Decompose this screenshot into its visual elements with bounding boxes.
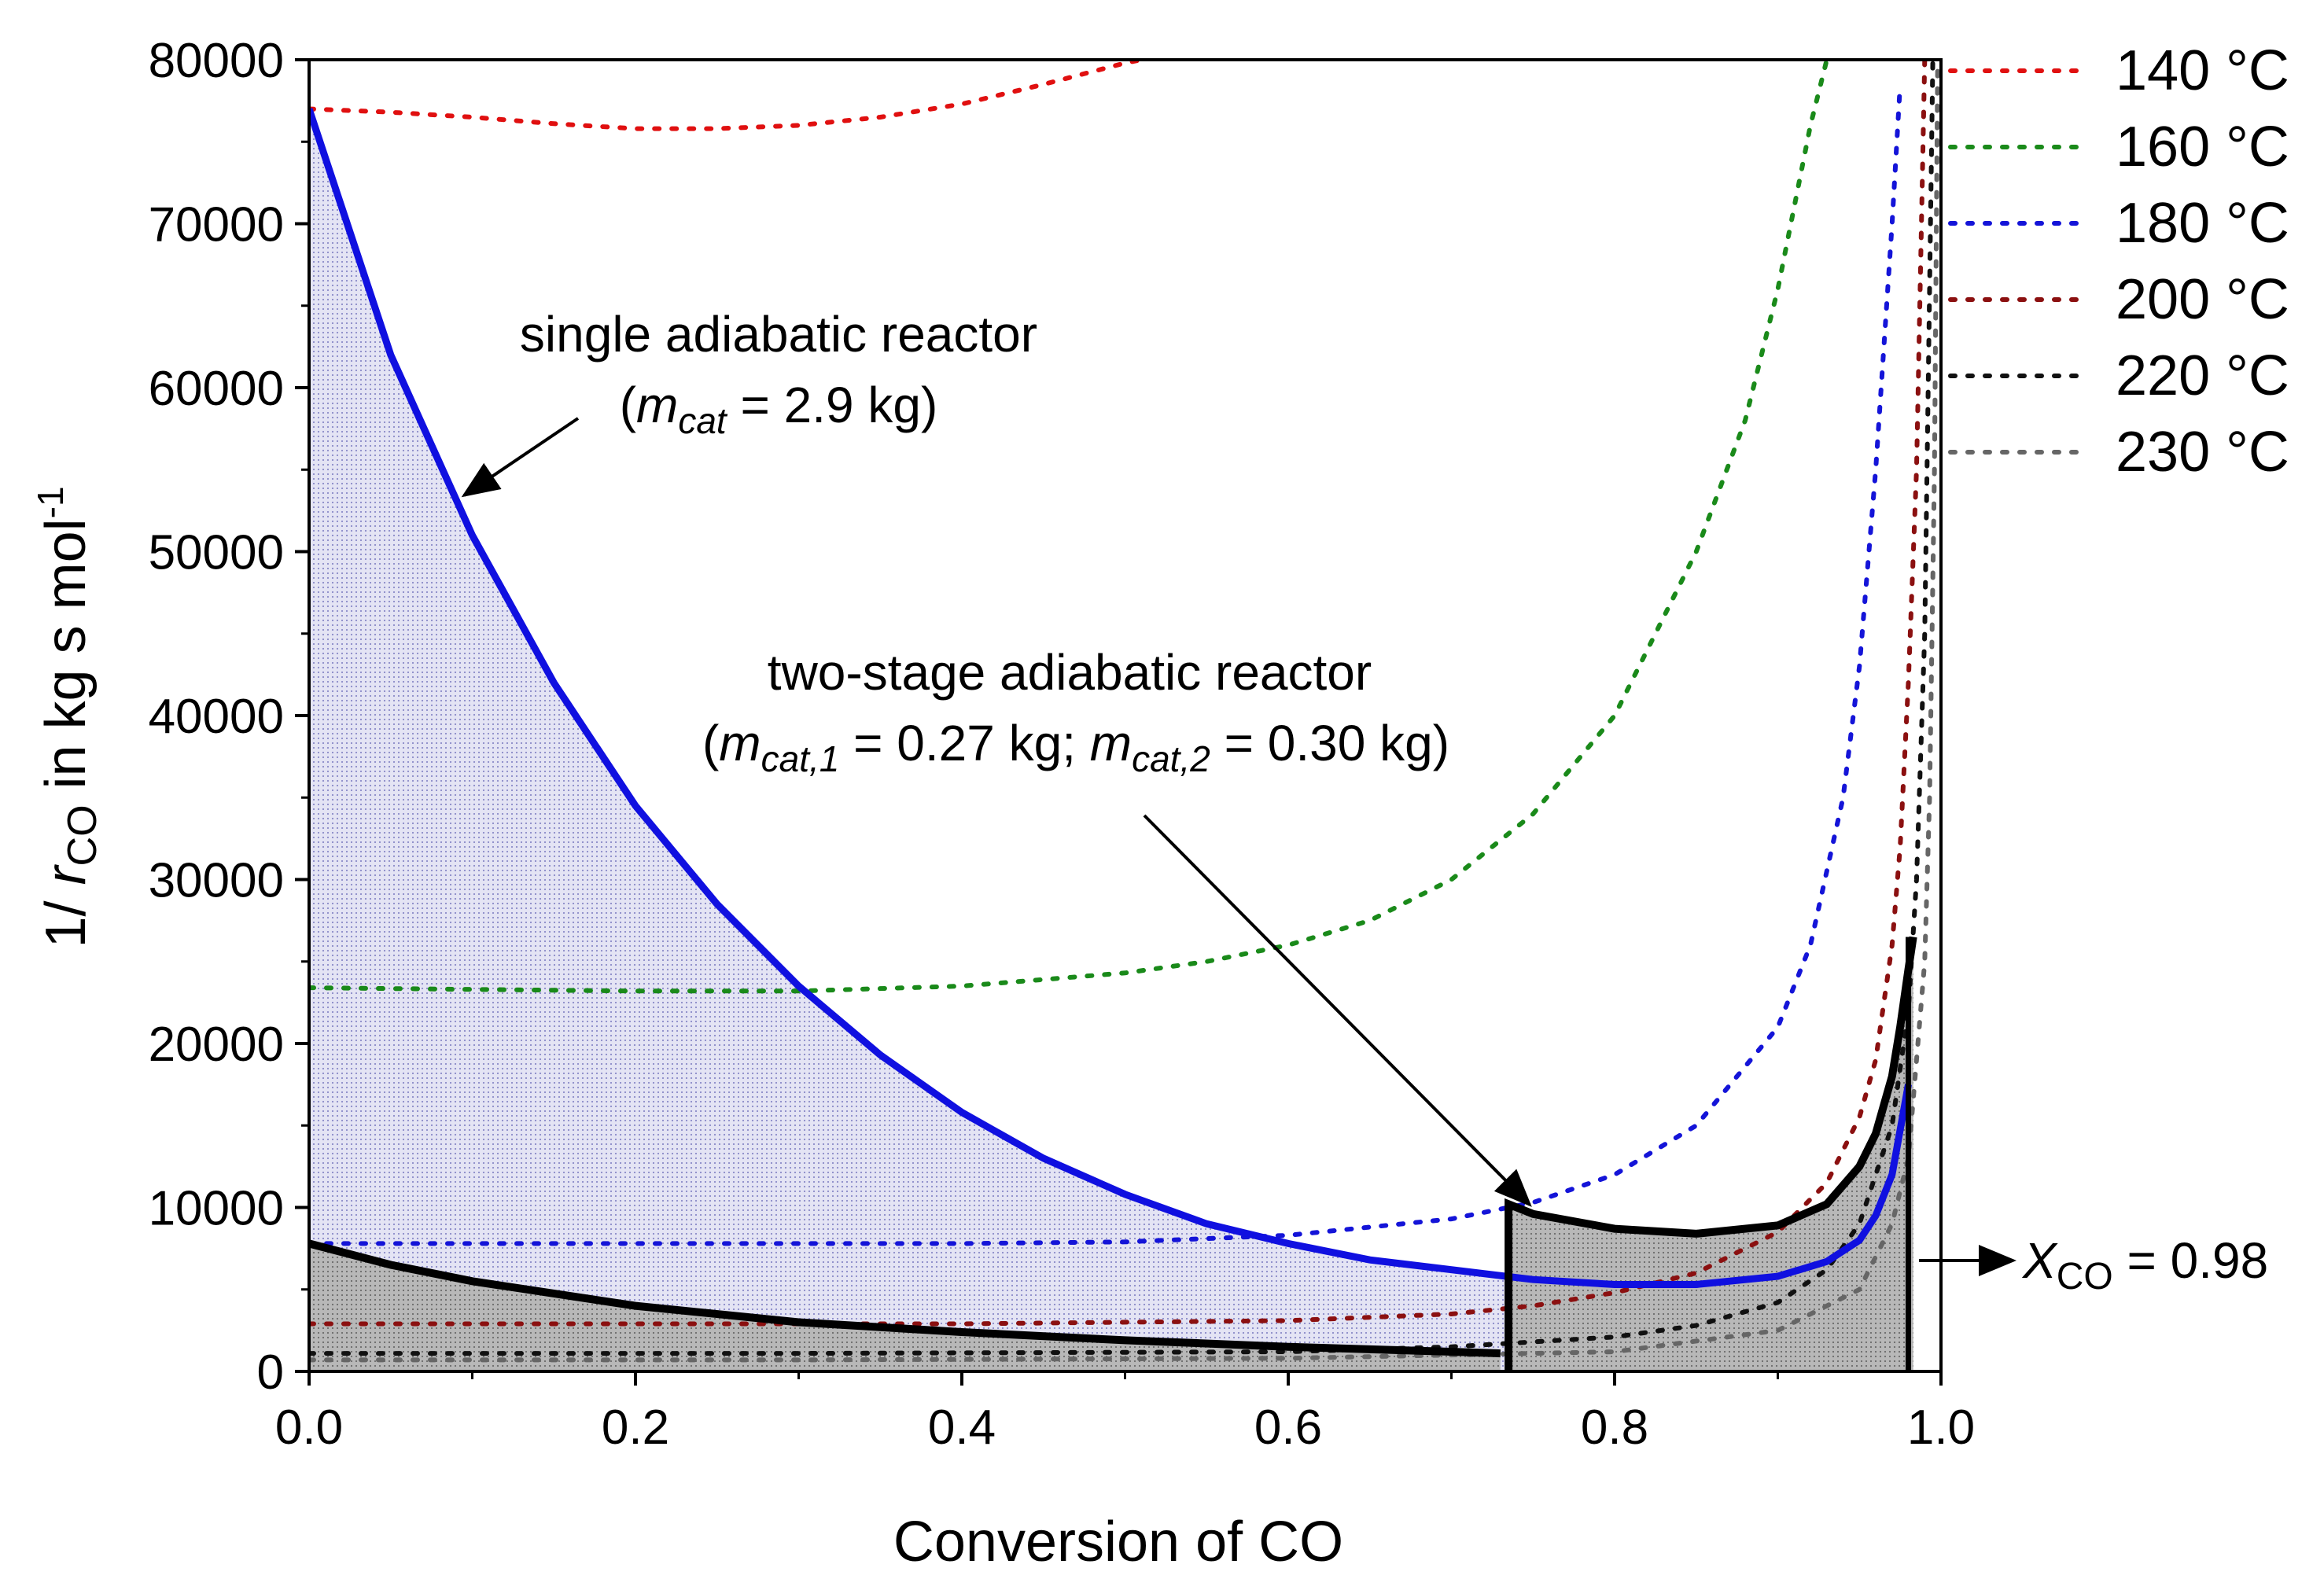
two-stage-area-2 bbox=[1508, 937, 1913, 1371]
two-stage-title: two-stage adiabatic reactor bbox=[768, 644, 1372, 701]
legend-label: 220 °C bbox=[2116, 344, 2289, 407]
legend-label: 140 °C bbox=[2116, 39, 2289, 102]
x-tick-label: 0.4 bbox=[928, 1400, 996, 1455]
isotherm-line bbox=[309, 82, 1903, 1246]
xco-annotation: XCO = 0.98 bbox=[1919, 1232, 2268, 1297]
y-tick-label: 60000 bbox=[149, 362, 284, 416]
single-reactor-arrow bbox=[461, 417, 580, 498]
y-tick-label: 80000 bbox=[149, 34, 284, 88]
x-tick-label: 0.2 bbox=[602, 1400, 669, 1455]
x-tick-label: 0.0 bbox=[275, 1400, 343, 1455]
two-stage-line-1 bbox=[309, 1239, 1501, 1358]
y-tick-label: 20000 bbox=[149, 1018, 284, 1072]
legend-label: 180 °C bbox=[2116, 192, 2289, 255]
single-reactor-annotation: single adiabatic reactor (mcat = 2.9 kg) bbox=[461, 306, 1037, 498]
isotherm-line bbox=[309, 60, 1144, 131]
single-reactor-title: single adiabatic reactor bbox=[520, 306, 1037, 363]
two-stage-arrow bbox=[1143, 814, 1532, 1207]
x-tick-label: 0.6 bbox=[1254, 1400, 1322, 1455]
x-tick-label: 0.8 bbox=[1581, 1400, 1648, 1455]
axis-ticks: 0.0 0.2 0.4 0.6 0.8 1.0 0 10000 20000 30000 40000 5… bbox=[149, 34, 1976, 1455]
single-reactor-mass: (mcat = 2.9 kg) bbox=[620, 377, 938, 441]
x-axis-title: Conversion of CO bbox=[893, 1511, 1343, 1573]
y-tick-label: 50000 bbox=[149, 526, 284, 580]
single-reactor-line bbox=[309, 108, 1912, 1288]
y-tick-label: 70000 bbox=[149, 198, 284, 252]
isotherm-line bbox=[309, 60, 1928, 1327]
legend: 140 °C 160 °C 180 °C 200 °C 220 °C 230 °C bbox=[1948, 39, 2289, 484]
xco-label: XCO = 0.98 bbox=[2021, 1232, 2268, 1297]
two-stage-line-2 bbox=[1505, 936, 1917, 1371]
x-tick-label: 1.0 bbox=[1907, 1400, 1975, 1455]
isotherm-line bbox=[309, 60, 1940, 1363]
y-tick-label: 30000 bbox=[149, 854, 284, 908]
legend-label: 160 °C bbox=[2116, 116, 2289, 179]
two-stage-area-1 bbox=[309, 1243, 1501, 1371]
isotherm-line bbox=[309, 60, 1829, 994]
y-tick-label: 10000 bbox=[149, 1182, 284, 1236]
legend-label: 230 °C bbox=[2116, 421, 2289, 484]
single-reactor-area bbox=[309, 109, 1909, 1371]
two-stage-masses: (mcat,1 = 0.27 kg; mcat,2 = 0.30 kg) bbox=[702, 715, 1449, 779]
y-tick-label: 40000 bbox=[149, 690, 284, 744]
y-tick-label: 0 bbox=[257, 1345, 284, 1400]
y-axis-title: 1/ rCO in kg s mol-1 bbox=[30, 486, 105, 948]
legend-label: 200 °C bbox=[2116, 268, 2289, 331]
